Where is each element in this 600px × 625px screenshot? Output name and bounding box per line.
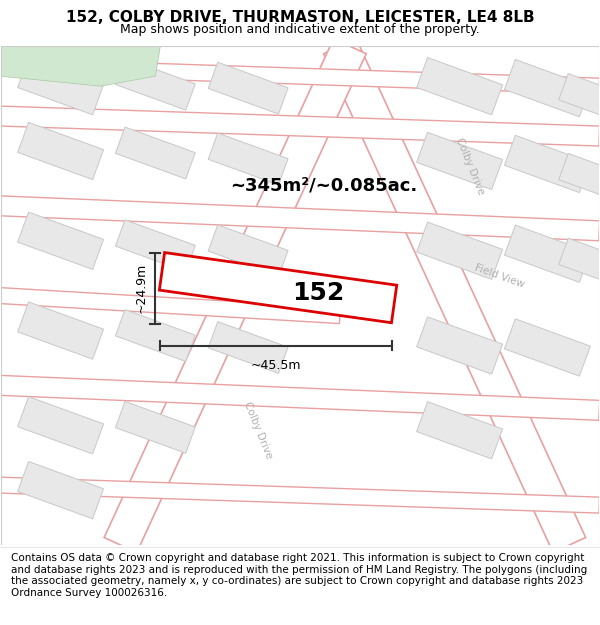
Text: Field View: Field View: [473, 262, 526, 289]
Polygon shape: [1, 477, 599, 513]
Polygon shape: [115, 127, 195, 179]
Polygon shape: [1, 46, 160, 86]
Polygon shape: [416, 402, 503, 459]
Polygon shape: [17, 122, 104, 179]
Polygon shape: [208, 225, 288, 277]
Text: ~24.9m: ~24.9m: [134, 263, 148, 313]
Polygon shape: [505, 59, 590, 117]
Polygon shape: [208, 62, 288, 114]
Text: Colby Drive: Colby Drive: [454, 136, 485, 196]
Text: Colby Drive: Colby Drive: [242, 400, 274, 460]
Polygon shape: [17, 302, 104, 359]
Polygon shape: [1, 196, 599, 241]
Polygon shape: [559, 238, 600, 283]
Polygon shape: [1, 58, 599, 94]
Polygon shape: [505, 319, 590, 376]
Text: Contains OS data © Crown copyright and database right 2021. This information is : Contains OS data © Crown copyright and d…: [11, 553, 587, 598]
Polygon shape: [208, 133, 288, 185]
Polygon shape: [1, 376, 599, 420]
Text: ~45.5m: ~45.5m: [251, 359, 301, 372]
Polygon shape: [115, 58, 195, 110]
Polygon shape: [559, 74, 600, 119]
Polygon shape: [104, 39, 366, 552]
Polygon shape: [208, 322, 288, 373]
Text: Map shows position and indicative extent of the property.: Map shows position and indicative extent…: [120, 23, 480, 36]
Polygon shape: [323, 39, 586, 552]
Polygon shape: [505, 135, 590, 192]
Text: 152: 152: [292, 281, 344, 304]
Polygon shape: [115, 220, 195, 272]
Polygon shape: [17, 461, 104, 519]
Polygon shape: [416, 58, 503, 115]
Text: ~345m²/~0.085ac.: ~345m²/~0.085ac.: [230, 177, 418, 195]
Polygon shape: [416, 132, 503, 189]
Polygon shape: [17, 397, 104, 454]
Text: 152, COLBY DRIVE, THURMASTON, LEICESTER, LE4 8LB: 152, COLBY DRIVE, THURMASTON, LEICESTER,…: [65, 10, 535, 25]
Polygon shape: [115, 401, 195, 453]
Polygon shape: [416, 317, 503, 374]
Polygon shape: [559, 153, 600, 198]
Polygon shape: [17, 58, 104, 115]
Polygon shape: [115, 309, 195, 361]
Polygon shape: [505, 225, 590, 282]
Polygon shape: [160, 253, 397, 322]
Polygon shape: [17, 212, 104, 269]
Polygon shape: [0, 288, 340, 324]
Polygon shape: [1, 106, 599, 146]
Polygon shape: [416, 222, 503, 279]
